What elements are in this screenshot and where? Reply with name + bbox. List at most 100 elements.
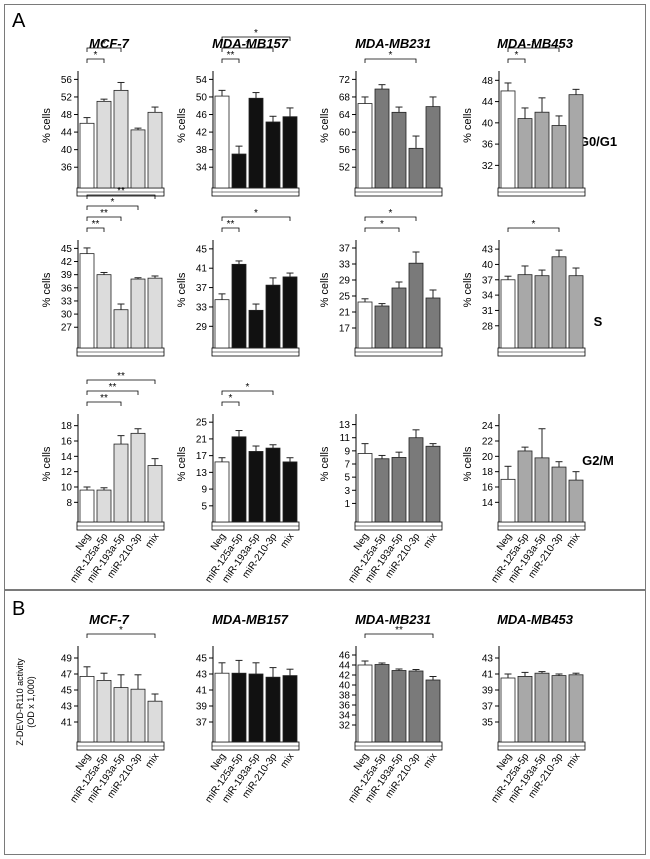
a-s-mcf7-sig-label-0: **	[92, 219, 100, 230]
b-mdamb157-x-label-4: mix	[279, 751, 297, 770]
a-g0g1-mdamb231-y-tick-label: 64	[339, 110, 351, 121]
a-g0g1-mdamb453-y-tick-label: 48	[482, 76, 494, 87]
a-s-mdamb157-sig-label-1: *	[254, 208, 258, 219]
a-g2m-mdamb231-bar-4	[425, 445, 441, 523]
title-a-mcf7: MCF-7	[89, 36, 129, 51]
panel-b-frame	[4, 590, 646, 855]
b-mdamb453-bar-0	[500, 677, 516, 743]
a-g0g1-mdamb453-bar-4	[568, 94, 584, 189]
b-mdamb231-y-tick-label: 38	[339, 691, 351, 702]
a-s-mcf7-y-tick-label: 30	[61, 310, 73, 321]
a-g0g1-mcf7-bar-2	[113, 89, 129, 189]
a-s-mcf7-y-tick-label: 45	[61, 244, 73, 255]
b-mdamb157-bar-4	[282, 675, 298, 743]
a-g2m-mdamb453-bar-0	[500, 478, 516, 523]
a-s-mcf7-y-tick-label: 36	[61, 283, 73, 294]
b-ylabel-line1: Z-DEVD-R110 activity	[15, 658, 25, 746]
a-g0g1-mcf7-y-tick-label: 40	[61, 145, 73, 156]
b-mdamb231-y-tick-label: 42	[339, 671, 351, 682]
a-g0g1-mdamb453-bar-1	[517, 118, 533, 189]
a-g0g1-mdamb231-bar-2	[391, 111, 407, 189]
a-g0g1-mcf7-y-tick-label: 56	[61, 75, 73, 86]
a-s-mdamb231-y-tick-label: 29	[339, 276, 351, 287]
b-mdamb157-bar-3	[265, 676, 281, 743]
a-s-mdamb453-y-label: % cells	[462, 272, 474, 307]
a-g0g1-mdamb157-y-tick-label: 42	[196, 128, 208, 139]
a-s-mcf7-bar-4	[147, 277, 163, 349]
a-s-mdamb157-y-label: % cells	[176, 272, 188, 307]
a-s-mdamb157-bar-4	[282, 276, 298, 349]
panel-a-frame	[4, 4, 646, 590]
chart-b-mdamb453: 3537394143NegmiR-125a-5pmiR-193a-5pmiR-2…	[482, 646, 586, 805]
a-s-mdamb453-y-tick-label: 31	[482, 306, 494, 317]
a-g2m-mdamb157-bar-4	[282, 461, 298, 523]
a-g2m-mdamb453-y-label: % cells	[462, 446, 474, 481]
a-g2m-mcf7-y-label: % cells	[41, 446, 53, 481]
a-s-mcf7-sig-label-3: **	[117, 186, 125, 197]
a-g2m-mdamb453-y-tick-label: 24	[482, 421, 494, 432]
b-mdamb157-bar-0	[214, 672, 230, 743]
b-mcf7-y-tick-label: 47	[61, 670, 73, 681]
a-g0g1-mdamb157-sig-bracket-1	[221, 47, 274, 52]
title-a-mdamb157: MDA-MB157	[212, 36, 289, 51]
a-g0g1-mcf7-bar-0	[79, 122, 95, 189]
a-s-mdamb453-bar-3	[551, 256, 567, 349]
row-label-g0g1: G0/G1	[579, 134, 617, 149]
a-g0g1-mdamb157-bar-0	[214, 95, 230, 189]
panel-a-letter: A	[12, 10, 26, 32]
b-mdamb157-y-tick-label: 37	[196, 718, 208, 729]
a-s-mcf7-sig-bracket-3	[86, 194, 156, 199]
a-g0g1-mdamb157-sig-label-1: *	[246, 39, 250, 50]
a-g2m-mdamb157-bar-0	[214, 461, 230, 523]
a-g0g1-mdamb157-bar-1	[231, 153, 247, 189]
a-s-mdamb453-y-tick-label: 40	[482, 260, 494, 271]
a-s-mdamb157-bar-0	[214, 299, 230, 349]
a-g2m-mdamb453-bar-2	[534, 457, 550, 523]
a-g0g1-mdamb231-bar-0	[357, 103, 373, 189]
a-s-mcf7-y-tick-label: 27	[61, 323, 73, 334]
a-s-mdamb231-bar-2	[391, 287, 407, 349]
a-s-mdamb157-bar-1	[231, 263, 247, 349]
b-mdamb231-sig-bracket-0	[364, 633, 434, 638]
b-mdamb231-bar-1	[374, 664, 390, 743]
title-b-mcf7: MCF-7	[89, 612, 129, 627]
a-g2m-mcf7-sig-bracket-2	[86, 379, 156, 384]
a-g2m-mdamb157-y-tick-label: 13	[196, 468, 208, 479]
a-g2m-mcf7-bar-0	[79, 489, 95, 523]
a-g0g1-mdamb453-bar-0	[500, 90, 516, 189]
a-s-mdamb453-sig-label-0: *	[532, 219, 536, 230]
a-g2m-mdamb157-y-tick-label: 21	[196, 434, 208, 445]
a-g2m-mdamb157-y-tick-label: 5	[201, 501, 207, 512]
a-s-mdamb157-y-tick-label: 29	[196, 322, 208, 333]
a-g2m-mcf7-bar-2	[113, 443, 129, 523]
a-g0g1-mcf7-sig-label-1: *	[102, 39, 106, 50]
b-mcf7-sig-label-0: *	[119, 625, 123, 636]
chart-b-mdamb231: 3234363840424446**NegmiR-125a-5pmiR-193a…	[339, 625, 443, 805]
a-g2m-mdamb231-y-tick-label: 1	[344, 499, 350, 510]
a-g0g1-mdamb231-bar-3	[408, 147, 424, 189]
a-s-mdamb231-sig-bracket-0	[364, 227, 400, 232]
b-mdamb231-y-tick-label: 34	[339, 711, 351, 722]
b-mdamb157-bar-1	[231, 672, 247, 743]
b-mcf7-bar-2	[113, 687, 129, 743]
a-g2m-mdamb231-y-tick-label: 13	[339, 420, 351, 431]
title-b-mdamb453: MDA-MB453	[497, 612, 574, 627]
a-s-mdamb157-sig-label-0: **	[227, 219, 235, 230]
a-g0g1-mdamb453-y-tick-label: 32	[482, 161, 494, 172]
a-g2m-mdamb231-y-tick-label: 5	[344, 473, 350, 484]
a-s-mcf7-bar-1	[96, 274, 112, 349]
a-g2m-mcf7-y-tick-label: 8	[66, 498, 72, 509]
a-g0g1-mdamb157-sig-bracket-2	[221, 36, 291, 41]
a-s-mdamb231-y-tick-label: 17	[339, 324, 351, 335]
a-s-mcf7-sig-label-2: *	[111, 197, 115, 208]
b-mdamb453-y-tick-label: 39	[482, 686, 494, 697]
a-s-mcf7-y-tick-label: 42	[61, 257, 73, 268]
a-g2m-mdamb157-bar-3	[265, 447, 281, 523]
a-g2m-mdamb231-bar-0	[357, 453, 373, 523]
a-g0g1-mcf7-sig-bracket-1	[86, 47, 122, 52]
a-g0g1-mdamb157-sig-bracket-0	[221, 58, 240, 63]
b-mcf7-bar-1	[96, 680, 112, 743]
